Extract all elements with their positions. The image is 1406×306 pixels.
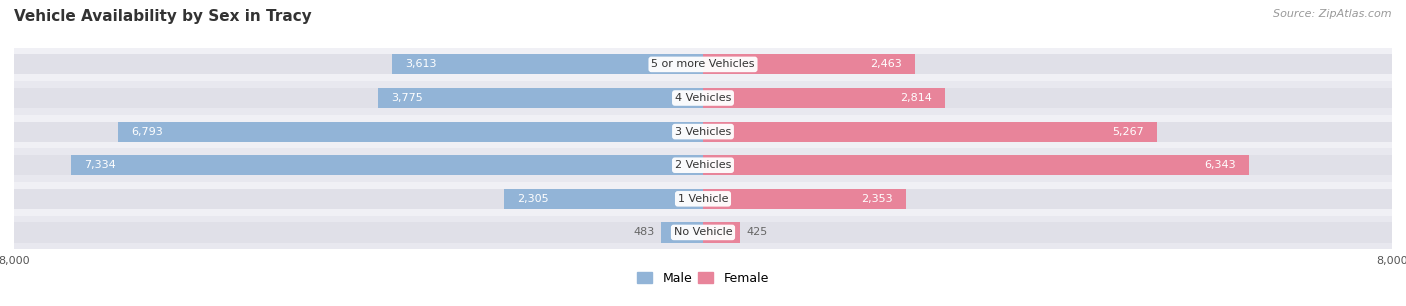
Text: 2,353: 2,353 bbox=[860, 194, 893, 204]
Bar bbox=[72, 155, 703, 175]
Text: 2 Vehicles: 2 Vehicles bbox=[675, 160, 731, 170]
Text: 3,613: 3,613 bbox=[405, 59, 436, 69]
Bar bbox=[392, 54, 703, 74]
Text: 483: 483 bbox=[633, 227, 655, 237]
Bar bbox=[703, 155, 1250, 175]
Bar bbox=[378, 88, 703, 108]
Bar bbox=[14, 54, 703, 74]
Text: 5,267: 5,267 bbox=[1112, 127, 1143, 136]
Bar bbox=[14, 182, 1392, 216]
Bar bbox=[703, 121, 1392, 142]
Text: 2,305: 2,305 bbox=[517, 194, 548, 204]
Text: No Vehicle: No Vehicle bbox=[673, 227, 733, 237]
Text: Source: ZipAtlas.com: Source: ZipAtlas.com bbox=[1274, 9, 1392, 19]
Text: 2,814: 2,814 bbox=[900, 93, 932, 103]
Bar bbox=[703, 155, 1392, 175]
Bar bbox=[14, 148, 1392, 182]
Text: 5 or more Vehicles: 5 or more Vehicles bbox=[651, 59, 755, 69]
Text: 425: 425 bbox=[747, 227, 768, 237]
Bar bbox=[703, 189, 905, 209]
Bar bbox=[14, 121, 703, 142]
Bar bbox=[14, 222, 703, 243]
Text: 4 Vehicles: 4 Vehicles bbox=[675, 93, 731, 103]
Text: 1 Vehicle: 1 Vehicle bbox=[678, 194, 728, 204]
Bar bbox=[14, 47, 1392, 81]
Bar bbox=[14, 115, 1392, 148]
Text: 6,343: 6,343 bbox=[1205, 160, 1236, 170]
Bar bbox=[703, 222, 1392, 243]
Bar bbox=[14, 189, 703, 209]
Bar bbox=[14, 88, 703, 108]
Bar bbox=[703, 222, 740, 243]
Bar bbox=[703, 121, 1157, 142]
Bar bbox=[14, 81, 1392, 115]
Bar bbox=[14, 155, 703, 175]
Bar bbox=[703, 189, 1392, 209]
Text: 3 Vehicles: 3 Vehicles bbox=[675, 127, 731, 136]
Text: 7,334: 7,334 bbox=[84, 160, 117, 170]
Legend: Male, Female: Male, Female bbox=[633, 267, 773, 290]
Text: 2,463: 2,463 bbox=[870, 59, 903, 69]
Bar bbox=[661, 222, 703, 243]
Bar bbox=[703, 54, 1392, 74]
Bar bbox=[14, 216, 1392, 249]
Bar bbox=[505, 189, 703, 209]
Bar bbox=[703, 54, 915, 74]
Text: 6,793: 6,793 bbox=[131, 127, 163, 136]
Bar bbox=[118, 121, 703, 142]
Bar bbox=[703, 88, 945, 108]
Text: Vehicle Availability by Sex in Tracy: Vehicle Availability by Sex in Tracy bbox=[14, 9, 312, 24]
Bar bbox=[703, 88, 1392, 108]
Text: 3,775: 3,775 bbox=[391, 93, 423, 103]
